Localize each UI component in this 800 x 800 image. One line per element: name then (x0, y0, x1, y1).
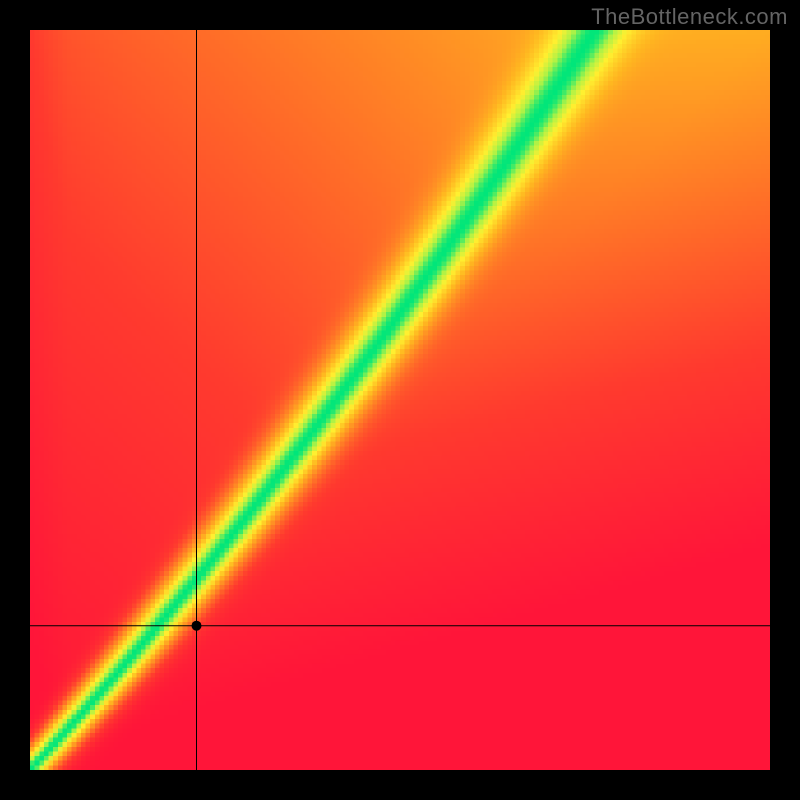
watermark-text: TheBottleneck.com (591, 4, 788, 30)
figure-container: TheBottleneck.com (0, 0, 800, 800)
crosshair-overlay (30, 30, 770, 770)
plot-area (30, 30, 770, 770)
crosshair-marker (192, 621, 202, 631)
